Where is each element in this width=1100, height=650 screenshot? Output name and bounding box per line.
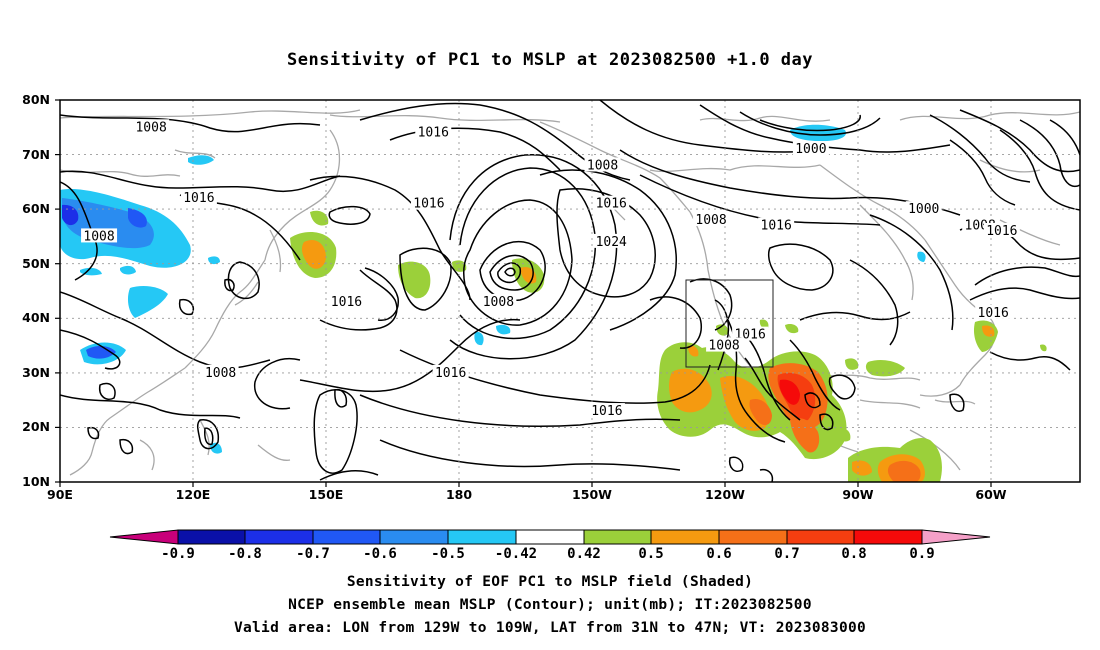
colorbar-label: 0.42 (567, 546, 601, 562)
contour-label: 1008 (83, 229, 114, 244)
contour-label: 1016 (183, 191, 214, 206)
contour-label-bg (588, 403, 625, 418)
contour-label: 1016 (413, 197, 444, 212)
colorbar-swatch (515, 529, 585, 545)
colorbar-swatch (853, 529, 923, 545)
lon-label: 60W (975, 487, 1006, 502)
lon-label: 180 (446, 487, 472, 502)
colorbar-label: 0.5 (638, 546, 663, 562)
colorbar-label: -0.9 (161, 546, 195, 562)
contour-label-bg (584, 157, 621, 172)
contour-label-bg (593, 195, 630, 210)
colorbar-swatch (177, 529, 246, 545)
lon-label: 90W (842, 487, 873, 502)
contour-label-bg (693, 212, 730, 227)
contour-label-bg (180, 190, 217, 205)
contour-label: 1016 (761, 219, 792, 234)
contour-label-bg (593, 233, 630, 248)
caption-line-1: Sensitivity of EOF PC1 to MSLP field (Sh… (346, 574, 754, 590)
colorbar-label: 0.6 (706, 546, 731, 562)
sensitivity-shading (60, 124, 1047, 482)
colorbar-swatch (244, 529, 314, 545)
valid-area-box (685, 279, 774, 368)
lon-label: 90E (47, 487, 73, 502)
contour-label-bg (706, 337, 743, 352)
contour-label: 1016 (591, 404, 622, 419)
contour-label: 1000 (795, 142, 826, 157)
lat-label: 60N (22, 201, 50, 216)
contour-label-bg (328, 293, 365, 308)
lat-label: 10N (22, 474, 50, 489)
contour-label: 1016 (435, 366, 466, 381)
colorbar-label: -0.5 (431, 546, 465, 562)
contour-label-bg (133, 119, 170, 134)
contour-label-bg (983, 222, 1020, 237)
colorbar-label: 0.8 (841, 546, 866, 562)
contour-label: 1016 (734, 328, 765, 343)
map-title: Sensitivity of PC1 to MSLP at 2023082500… (286, 50, 813, 70)
contour-label-bg (81, 228, 118, 243)
lat-label: 50N (22, 256, 50, 271)
contour-label: 1024 (596, 235, 627, 250)
colorbar-swatch (650, 529, 720, 545)
colorbar-swatch (718, 529, 788, 545)
contour-label-bg (758, 217, 795, 232)
colorbar-label: -0.8 (228, 546, 262, 562)
contour-label: 1008 (695, 213, 726, 228)
plot-frame (59, 99, 1081, 483)
lon-label: 120E (176, 487, 211, 502)
lon-label: 120W (705, 487, 745, 502)
colorbar-swatch (312, 529, 381, 545)
contour-label-bg (792, 141, 829, 156)
contour-label: 1016 (596, 197, 627, 212)
contour-label: 1016 (418, 126, 449, 141)
contour-label: 1016 (978, 306, 1009, 321)
contour-label-bg (202, 364, 239, 379)
contour-label: 1016 (986, 224, 1017, 239)
contour-label-bg (732, 326, 769, 341)
contour-label-bg (415, 124, 452, 139)
colorbar-labels: -0.9 -0.8 -0.7 -0.6 -0.5 -0.42 0.42 0.5 … (161, 546, 935, 562)
lat-label: 80N (22, 92, 50, 107)
colorbar-label: 0.9 (909, 546, 934, 562)
lat-label: 30N (22, 365, 50, 380)
colorbar-label: -0.6 (363, 546, 397, 562)
colorbar (109, 529, 991, 545)
latitude-labels: 80N 70N 60N 50N 40N 30N 20N 10N (22, 92, 50, 489)
lat-label: 20N (22, 419, 50, 434)
caption-line-3: Valid area: LON from 129W to 109W, LAT f… (233, 620, 867, 636)
contour-label: 1008 (135, 120, 166, 135)
contour-label-bg (905, 201, 942, 216)
contour-label: 1008 (205, 366, 236, 381)
colorbar-swatch (786, 529, 855, 545)
longitude-labels: 90E 120E 150E 180 150W 120W 90W 60W (47, 487, 1007, 502)
lat-label: 40N (22, 310, 50, 325)
colorbar-swatch (379, 529, 449, 545)
caption-line-2: NCEP ensemble mean MSLP (Contour); unit(… (288, 597, 812, 613)
lat-label: 70N (22, 147, 50, 162)
contour-label-bg (975, 304, 1012, 319)
contour-label: 1008 (708, 339, 739, 354)
contour-label-bg (432, 364, 469, 379)
colorbar-label: -0.42 (495, 546, 537, 562)
colorbar-label: -0.7 (296, 546, 330, 562)
colorbar-swatch (921, 529, 991, 545)
lon-label: 150W (572, 487, 612, 502)
lon-label: 150E (309, 487, 344, 502)
colorbar-swatch (447, 529, 517, 545)
contour-label-bg (410, 195, 447, 210)
contour-label: 1008 (587, 158, 618, 173)
colorbar-swatch (583, 529, 652, 545)
colorbar-swatch (109, 529, 179, 545)
colorbar-label: 0.7 (774, 546, 799, 562)
contour-label: 1016 (331, 295, 362, 310)
contour-label: 1008 (483, 295, 514, 310)
contour-label-bg (480, 293, 517, 308)
contour-label: 1000 (908, 202, 939, 217)
